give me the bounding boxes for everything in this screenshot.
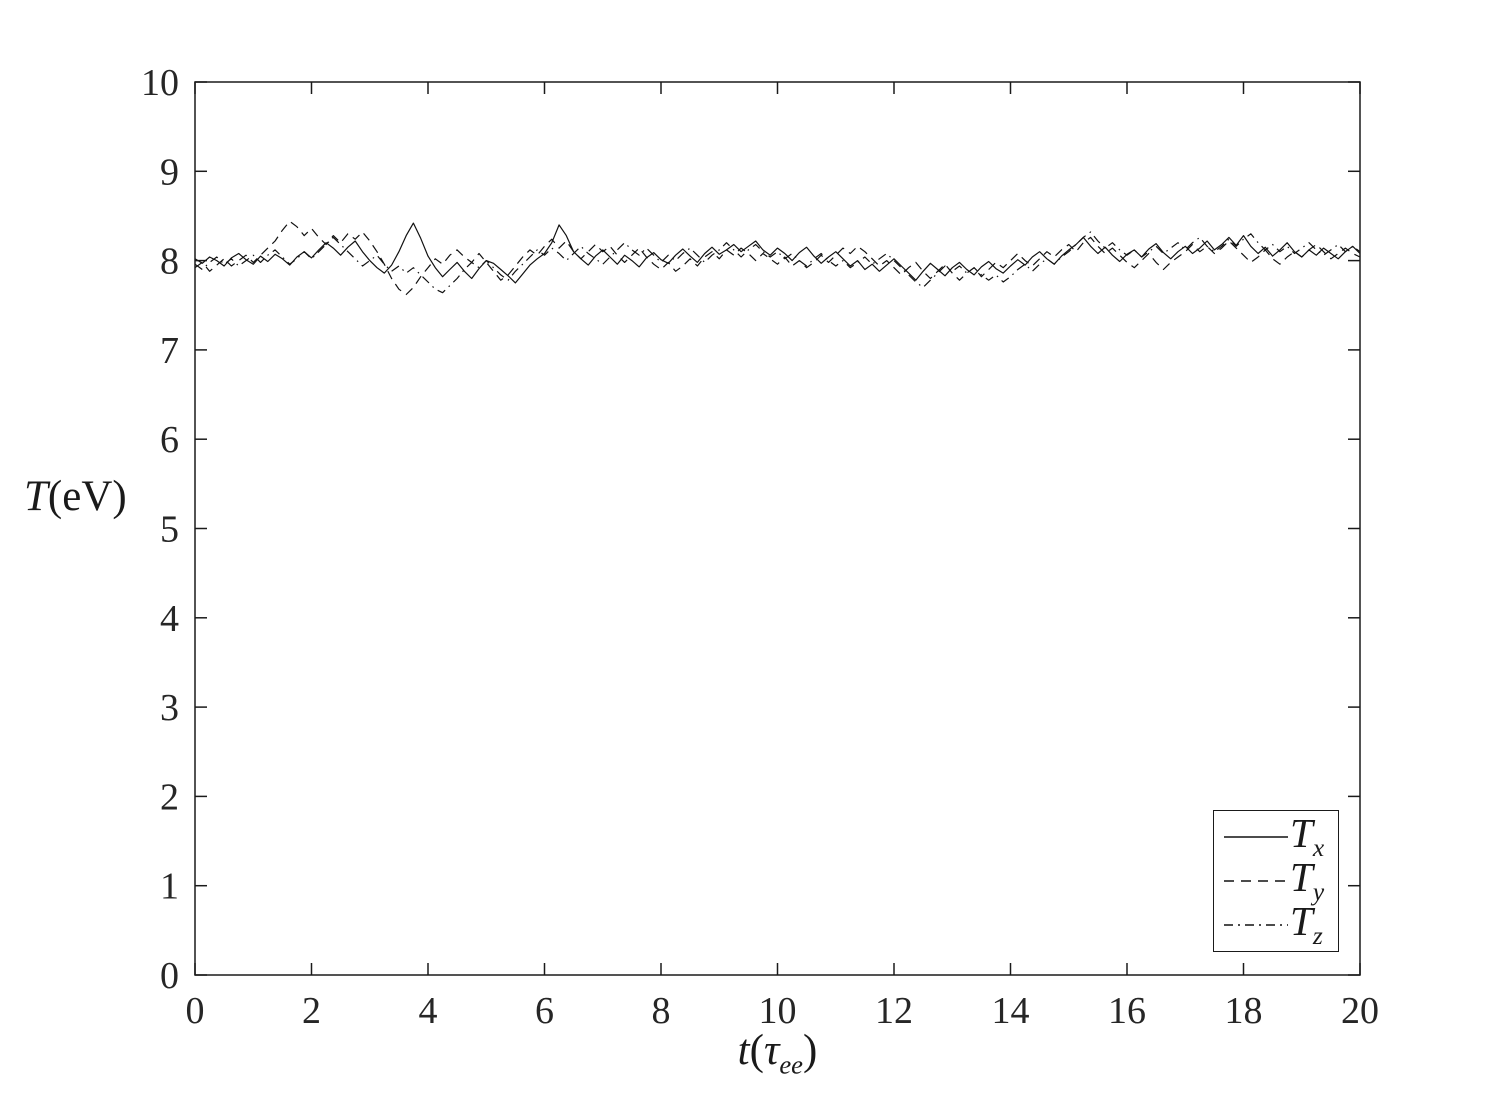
data-series-group [194, 220, 1361, 296]
y-tick-label: 0 [160, 955, 179, 997]
tau-symbol: τ [763, 1027, 780, 1074]
legend-label-tx-main: T [1290, 809, 1313, 856]
y-tick-label: 9 [160, 151, 179, 193]
y-axis-label-unit: (eV) [47, 473, 127, 520]
legend-label-ty-sub: y [1312, 877, 1325, 906]
y-tick-label: 1 [160, 866, 179, 908]
legend-dashdot-line-sample [1224, 924, 1288, 926]
series-line-tx [194, 222, 1361, 284]
legend-label-tz: Tz [1290, 897, 1323, 950]
legend-item-tx: Tx [1224, 809, 1338, 862]
legend-label-ty-main: T [1290, 853, 1313, 900]
x-tick-label: 6 [535, 990, 554, 1032]
y-axis-label: T(eV) [24, 472, 127, 521]
legend-label-tz-main: T [1290, 897, 1313, 944]
legend-label-tx: Tx [1290, 809, 1325, 862]
y-axis-label-variable: T [24, 473, 48, 520]
x-axis-label: t(τee) [195, 1026, 1360, 1081]
legend-label-tx-sub: x [1312, 833, 1325, 862]
x-tick-label: 0 [186, 990, 205, 1032]
legend-label-tz-sub: z [1312, 921, 1323, 950]
x-tick-label: 12 [875, 990, 913, 1032]
legend-label-ty: Ty [1290, 853, 1325, 906]
series-line-ty [194, 220, 1361, 296]
x-tick-label: 2 [302, 990, 321, 1032]
legend-item-tz: Tz [1224, 897, 1338, 950]
x-tick-label: 4 [419, 990, 438, 1032]
legend-dashed-line-sample [1224, 880, 1288, 882]
axes-box [194, 81, 1361, 976]
x-tick-label: 18 [1225, 990, 1263, 1032]
y-tick-label: 6 [160, 419, 179, 461]
series-line-tz [194, 231, 1361, 294]
y-tick-label: 3 [160, 687, 179, 729]
x-tick-label: 14 [992, 990, 1030, 1032]
y-tick-label: 2 [160, 776, 179, 818]
y-tick-label: 7 [160, 330, 179, 372]
legend: Tx Ty Tz [1213, 810, 1339, 952]
legend-item-ty: Ty [1224, 853, 1338, 906]
y-tick-label: 4 [160, 598, 179, 640]
x-tick-label: 8 [652, 990, 671, 1032]
tick-marks [194, 81, 1361, 976]
x-axis-label-paren-open: ( [749, 1027, 764, 1074]
x-tick-label: 20 [1341, 990, 1379, 1032]
y-tick-label: 5 [160, 509, 179, 551]
y-tick-label: 10 [141, 62, 179, 104]
x-tick-label: 16 [1108, 990, 1146, 1032]
x-axis-label-paren-close: ) [803, 1027, 818, 1074]
x-axis-label-variable: t [737, 1027, 750, 1074]
legend-solid-line-sample [1224, 836, 1288, 838]
x-tick-label: 10 [759, 990, 797, 1032]
tau-subscript: ee [779, 1049, 803, 1080]
y-tick-label: 8 [160, 241, 179, 283]
